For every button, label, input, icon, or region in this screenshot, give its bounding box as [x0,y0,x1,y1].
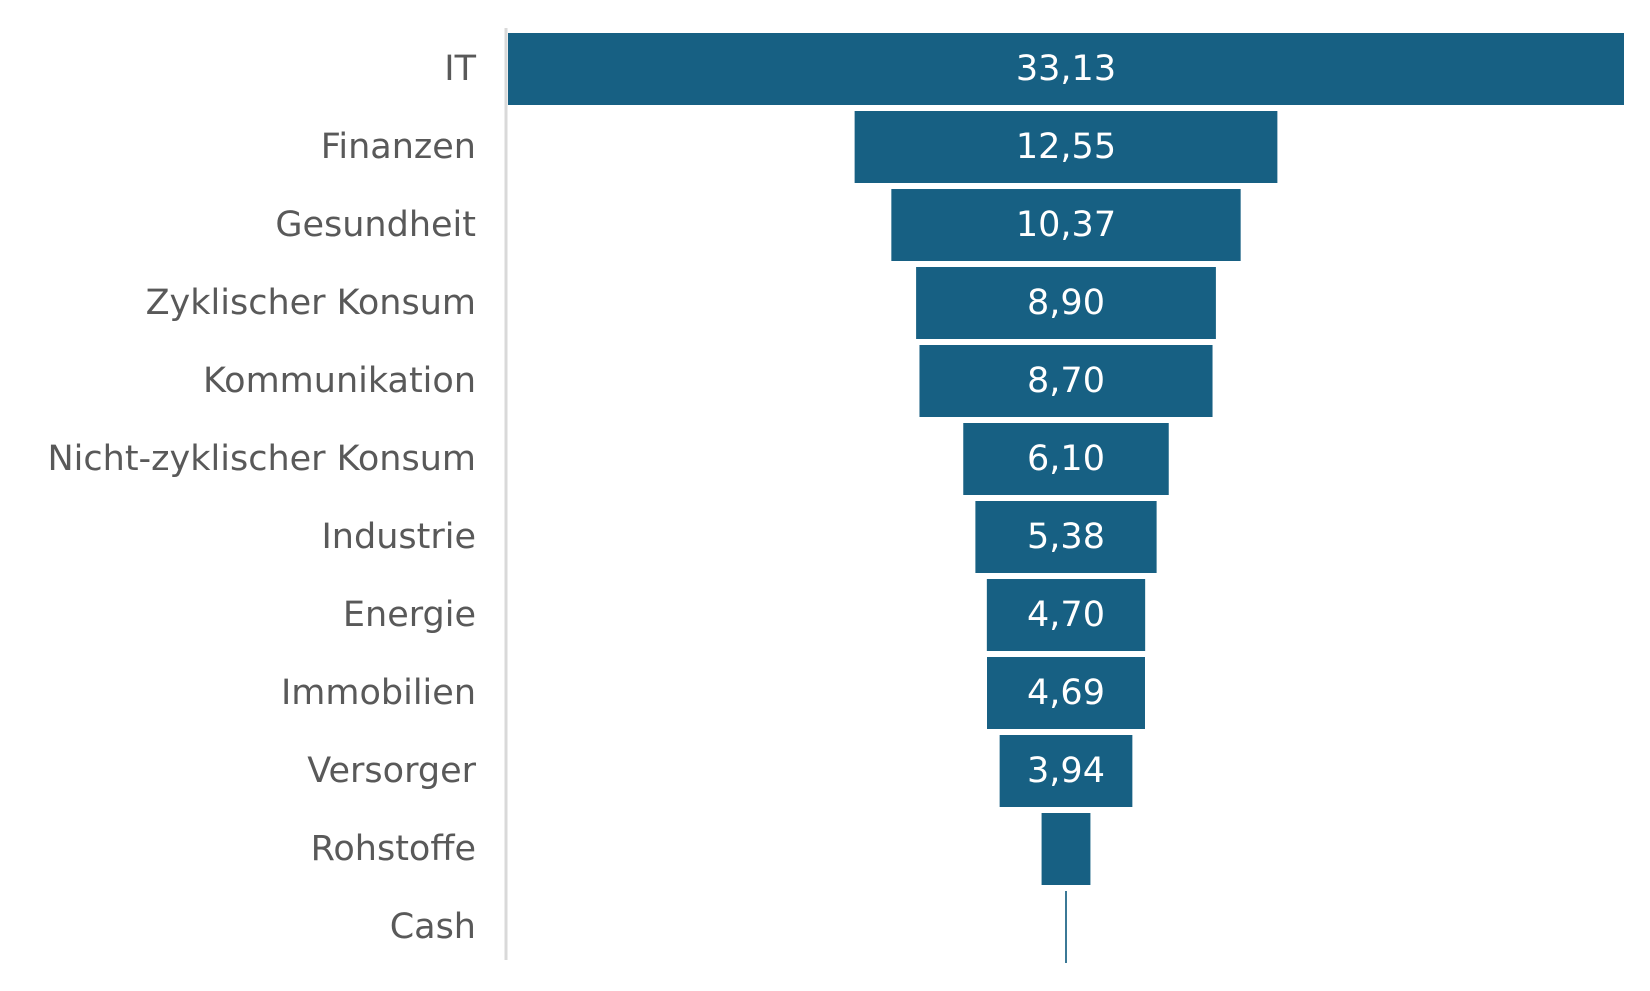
bar-energie [986,579,1146,651]
category-label-nicht-zyklischer-konsum: Nicht-zyklischer Konsum [47,439,476,479]
bars-group [508,33,1624,963]
category-label-versorger: Versorger [307,751,476,791]
value-label-kommunikation: 8,70 [1027,361,1105,401]
bar-zyklischer-konsum [916,267,1216,339]
bar-versorger [999,735,1133,807]
bar-it [508,33,1624,105]
category-label-immobilien: Immobilien [281,673,476,713]
category-label-gesundheit: Gesundheit [275,205,476,245]
value-labels-group: 33,13 12,55 10,37 8,90 8,70 6,10 5,38 4,70 4,69 3… [1016,49,1116,791]
value-label-immobilien: 4,69 [1027,673,1105,713]
bar-cash [1065,891,1067,963]
category-label-energie: Energie [343,595,476,635]
category-label-kommunikation: Kommunikation [203,361,476,401]
category-label-industrie: Industrie [321,517,476,557]
bar-kommunikation [919,345,1213,417]
value-label-energie: 4,70 [1027,595,1105,635]
value-label-zyklischer-konsum: 8,90 [1027,283,1105,323]
value-label-versorger: 3,94 [1027,751,1105,791]
value-label-gesundheit: 10,37 [1016,205,1116,245]
value-label-it: 33,13 [1016,49,1116,89]
bar-nicht-zyklischer-konsum [963,423,1169,495]
value-label-finanzen: 12,55 [1016,127,1116,167]
bar-industrie [975,501,1157,573]
category-labels-group: IT Finanzen Gesundheit Zyklischer Konsum Kom… [47,49,476,947]
bar-rohstoffe [1041,813,1091,885]
value-label-nicht-zyklischer-konsum: 6,10 [1027,439,1105,479]
category-label-it: IT [444,49,476,89]
bar-finanzen [854,111,1278,183]
value-label-industrie: 5,38 [1027,517,1105,557]
category-label-finanzen: Finanzen [321,127,476,167]
category-label-rohstoffe: Rohstoffe [311,829,476,869]
bar-immobilien [987,657,1145,729]
category-label-zyklischer-konsum: Zyklischer Konsum [146,283,476,323]
bar-gesundheit [891,189,1241,261]
category-label-cash: Cash [390,907,476,947]
